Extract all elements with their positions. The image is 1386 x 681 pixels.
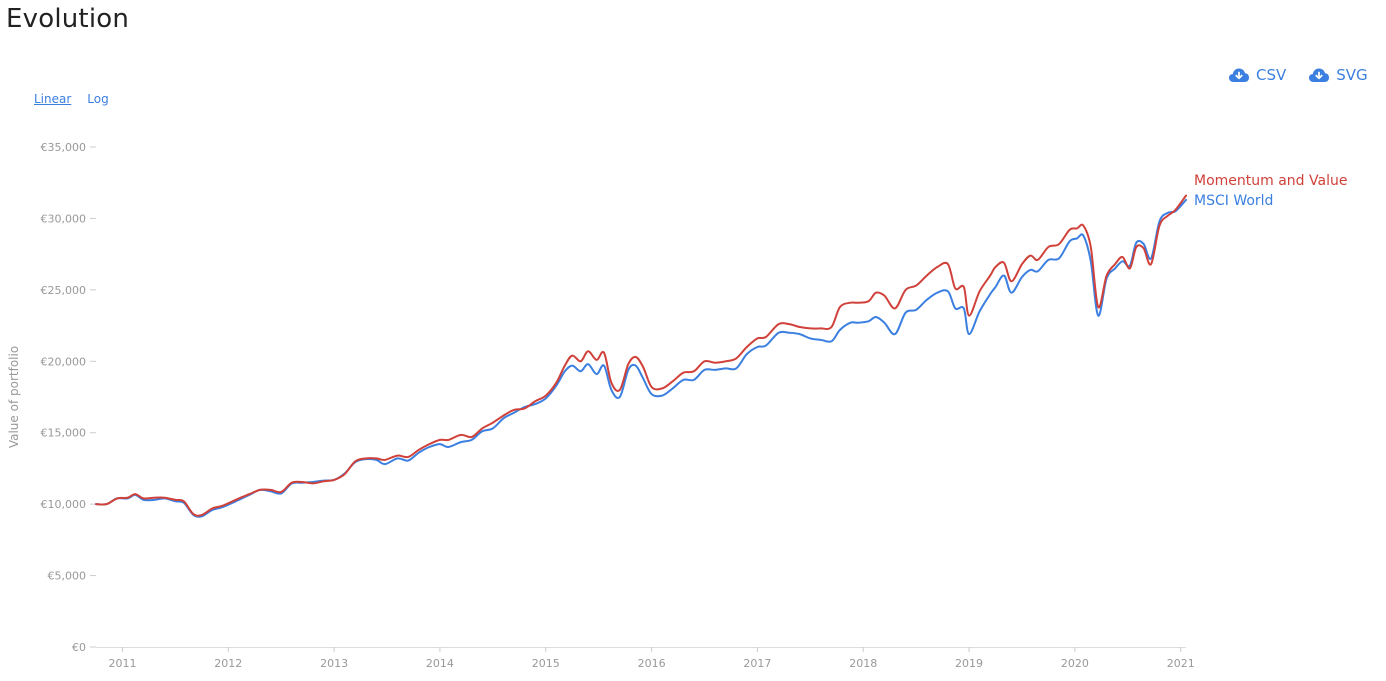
- x-tick-label: 2011: [108, 657, 136, 670]
- x-tick-label: 2015: [532, 657, 560, 670]
- cloud-download-icon: [1229, 68, 1249, 82]
- y-tick-label: €25,000: [41, 284, 87, 297]
- y-tick-label: €35,000: [41, 141, 87, 154]
- x-tick-label: 2013: [320, 657, 348, 670]
- cloud-download-icon: [1309, 68, 1330, 82]
- download-buttons: CSV SVG: [1228, 66, 1368, 84]
- legend-entry-momentum-and-value: Momentum and Value: [1194, 173, 1347, 189]
- x-tick-label: 2019: [955, 657, 983, 670]
- series-line-momentum-and-value: [95, 194, 1187, 517]
- scale-linear-link[interactable]: Linear: [34, 92, 72, 106]
- y-tick-label: €15,000: [41, 427, 87, 440]
- y-tick-label: €30,000: [41, 212, 87, 225]
- y-tick-label: €10,000: [41, 498, 87, 511]
- download-csv-button[interactable]: CSV: [1228, 66, 1286, 84]
- y-tick-label: €20,000: [41, 355, 87, 368]
- y-tick-label: €0: [72, 641, 86, 654]
- scale-toggle: Linear Log: [34, 92, 109, 106]
- legend-entry-msci-world: MSCI World: [1194, 193, 1273, 209]
- series-line-msci-world: [95, 198, 1187, 518]
- download-svg-button[interactable]: SVG: [1308, 66, 1368, 84]
- y-axis-label: Value of portfolio: [7, 346, 21, 448]
- scale-log-link[interactable]: Log: [87, 92, 109, 106]
- x-tick-label: 2014: [426, 657, 454, 670]
- x-tick-label: 2021: [1167, 657, 1195, 670]
- x-tick-label: 2012: [214, 657, 242, 670]
- x-tick-label: 2016: [638, 657, 666, 670]
- download-csv-label: CSV: [1256, 66, 1287, 84]
- y-tick-label: €5,000: [48, 570, 87, 583]
- x-tick-label: 2017: [743, 657, 771, 670]
- x-tick-label: 2020: [1061, 657, 1089, 670]
- x-tick-label: 2018: [849, 657, 877, 670]
- download-svg-label: SVG: [1336, 66, 1368, 84]
- page-title: Evolution: [6, 4, 130, 34]
